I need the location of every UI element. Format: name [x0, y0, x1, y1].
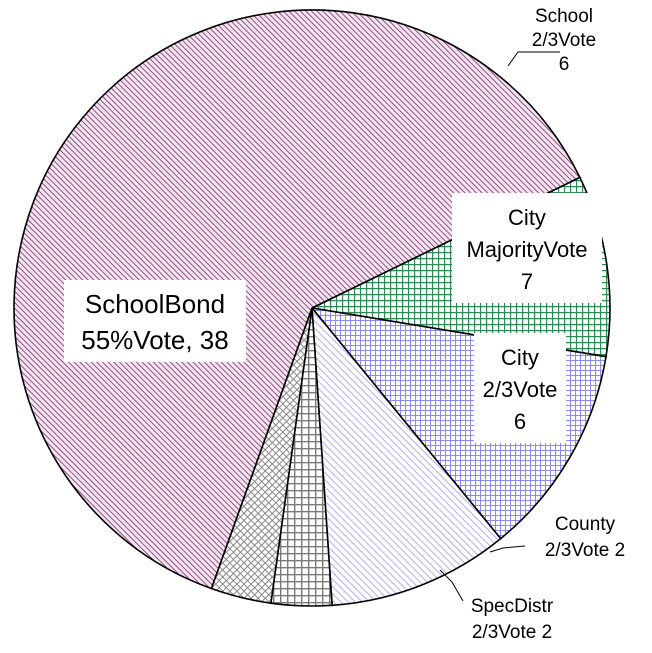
slice-label-line-0-1: 2/3Vote	[532, 30, 596, 51]
slice-label-0: School 2/3Vote 6	[532, 6, 596, 75]
slice-label-5: SchoolBond 55%Vote, 38	[64, 280, 246, 362]
slice-label-bg-5	[64, 280, 246, 362]
pie-slice-2	[311, 305, 502, 607]
leader-lines	[439, 51, 560, 602]
slice-label-line-2-0: City	[501, 345, 539, 370]
slice-label-line-2-2: 6	[514, 409, 526, 434]
slice-label-line-2-1: 2/3Vote	[483, 377, 558, 402]
slice-label-line-5-0: SchoolBond	[85, 289, 225, 319]
slice-label-line-1-1: MajorityVote	[466, 237, 587, 262]
slice-label-bg-2	[474, 333, 566, 443]
slice-label-4: SpecDistr 2/3Vote 2	[471, 596, 554, 643]
leader-line-4	[439, 569, 464, 602]
slice-label-2: City 2/3Vote 6	[474, 333, 566, 443]
slice-labels: School 2/3Vote 6 City MajorityVote 7 City 2/3Vo…	[64, 6, 625, 643]
slice-label-line-5-1: 55%Vote, 38	[81, 325, 228, 355]
slice-label-bg-1	[452, 193, 602, 303]
slice-label-line-1-2: 7	[521, 269, 533, 294]
slice-label-line-3-0: County	[555, 514, 616, 535]
slice-label-line-0-0: School	[535, 6, 593, 27]
slice-label-line-4-1: 2/3Vote 2	[472, 622, 552, 643]
slice-label-line-3-1: 2/3Vote 2	[545, 540, 625, 561]
pie-slice-5	[13, 9, 581, 590]
slice-label-line-4-0: SpecDistr	[471, 596, 554, 617]
slice-label-line-0-2: 6	[559, 54, 570, 75]
slice-label-1: City MajorityVote 7	[452, 193, 602, 303]
leader-line-0	[507, 51, 560, 67]
slice-label-3: County 2/3Vote 2	[545, 514, 625, 561]
slice-label-line-1-0: City	[508, 205, 546, 230]
leader-line-3	[489, 545, 526, 553]
